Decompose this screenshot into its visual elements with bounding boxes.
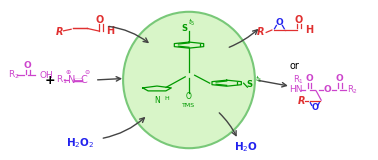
Text: TMS: TMS xyxy=(183,103,195,108)
Text: H$_2$O$_2$: H$_2$O$_2$ xyxy=(65,136,94,150)
Text: S: S xyxy=(246,80,252,89)
Text: R$_2$: R$_2$ xyxy=(8,69,20,81)
Ellipse shape xyxy=(123,12,255,148)
Text: OH: OH xyxy=(39,71,53,80)
Text: +: + xyxy=(44,73,55,87)
Text: $\it{t}$$_{5}$: $\it{t}$$_{5}$ xyxy=(255,74,262,85)
Text: HN: HN xyxy=(289,85,302,94)
Text: ⊕: ⊕ xyxy=(66,70,71,75)
Text: or: or xyxy=(290,61,299,71)
Text: O: O xyxy=(294,15,302,25)
Text: R: R xyxy=(297,96,305,106)
Text: C: C xyxy=(81,75,88,85)
Text: R: R xyxy=(257,27,264,37)
Text: O: O xyxy=(336,74,344,83)
Text: ⊖: ⊖ xyxy=(85,70,90,75)
Text: O: O xyxy=(23,61,31,70)
Text: R$_1$: R$_1$ xyxy=(56,74,68,86)
Text: H: H xyxy=(107,26,115,36)
Text: N: N xyxy=(68,75,75,85)
Text: O: O xyxy=(324,85,332,94)
Text: $\it{t}$$_{5}$: $\it{t}$$_{5}$ xyxy=(188,16,196,28)
Text: H$_2$O: H$_2$O xyxy=(234,140,257,153)
Text: R$_1$: R$_1$ xyxy=(293,74,304,86)
Text: O: O xyxy=(306,74,313,83)
Text: O: O xyxy=(276,18,283,27)
Text: O: O xyxy=(186,92,192,101)
Text: H: H xyxy=(305,25,313,35)
Text: N: N xyxy=(154,96,160,105)
Text: O: O xyxy=(95,15,104,25)
Text: H: H xyxy=(164,96,169,101)
Text: O: O xyxy=(311,103,318,112)
Text: R: R xyxy=(55,27,63,37)
Text: R$_2$: R$_2$ xyxy=(347,83,358,96)
Text: S: S xyxy=(181,24,187,33)
